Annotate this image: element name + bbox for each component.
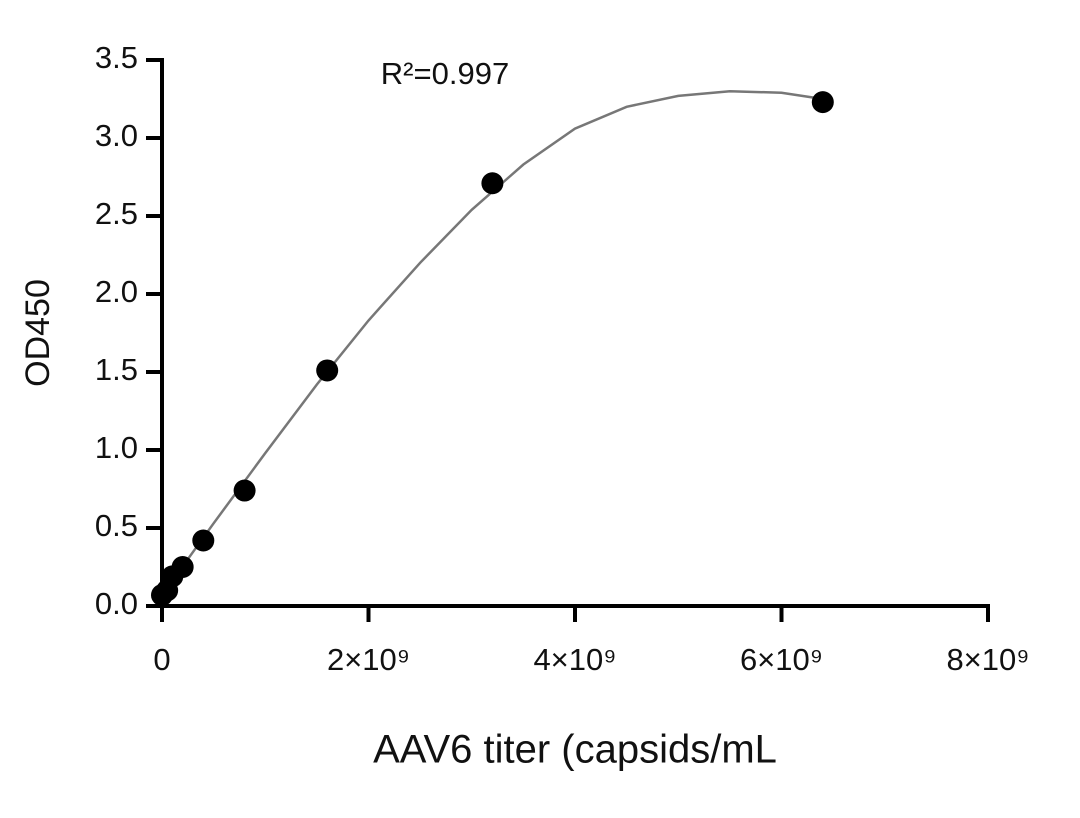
x-tick-label: 0 — [153, 642, 170, 677]
x-tick-label: 2×10⁹ — [327, 642, 410, 677]
data-point — [233, 479, 256, 502]
data-point — [192, 529, 215, 552]
x-tick-label: 8×10⁹ — [946, 642, 1029, 677]
y-axis-label: OD450 — [19, 279, 57, 387]
data-point — [171, 556, 194, 578]
y-tick-label: 3.5 — [95, 40, 138, 75]
y-tick-label: 2.5 — [95, 196, 138, 231]
data-point — [316, 359, 339, 382]
y-tick-label: 2.0 — [95, 274, 138, 309]
r-squared-annotation: R²=0.997 — [381, 56, 509, 91]
y-tick-label: 3.0 — [95, 118, 138, 153]
x-tick-label: 4×10⁹ — [533, 642, 616, 677]
fit-curve — [160, 89, 823, 596]
y-tick-label: 0.5 — [95, 508, 138, 543]
y-tick-label: 1.0 — [95, 430, 138, 465]
data-point — [481, 172, 504, 195]
y-tick-label: 1.5 — [95, 352, 138, 387]
y-tick-label: 0.0 — [95, 586, 138, 621]
data-point — [811, 91, 834, 114]
x-axis-label: AAV6 titer (capsids/mL — [373, 728, 777, 772]
x-tick-label: 6×10⁹ — [740, 642, 823, 677]
